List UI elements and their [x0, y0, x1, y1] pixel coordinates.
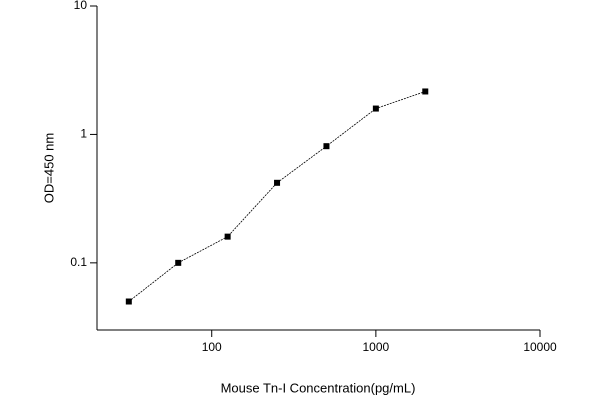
data-point	[224, 233, 231, 240]
x-axis-label: Mouse Tn-I Concentration(pg/mL)	[221, 380, 416, 395]
data-point	[125, 298, 132, 305]
y-axis-label: OD=450 nm	[41, 133, 56, 203]
data-point	[372, 105, 379, 112]
data-point	[274, 179, 281, 186]
data-point	[422, 88, 429, 95]
y-tick-label: 1	[80, 127, 87, 141]
data-point	[175, 259, 182, 266]
series-line	[128, 91, 426, 302]
y-tick-label: 0.1	[70, 255, 87, 269]
x-tick-label: 100	[202, 340, 222, 354]
data-point	[323, 143, 330, 150]
x-tick-label: 10000	[523, 340, 557, 354]
y-tick-label: 10	[74, 0, 88, 12]
x-tick-label: 1000	[363, 340, 390, 354]
